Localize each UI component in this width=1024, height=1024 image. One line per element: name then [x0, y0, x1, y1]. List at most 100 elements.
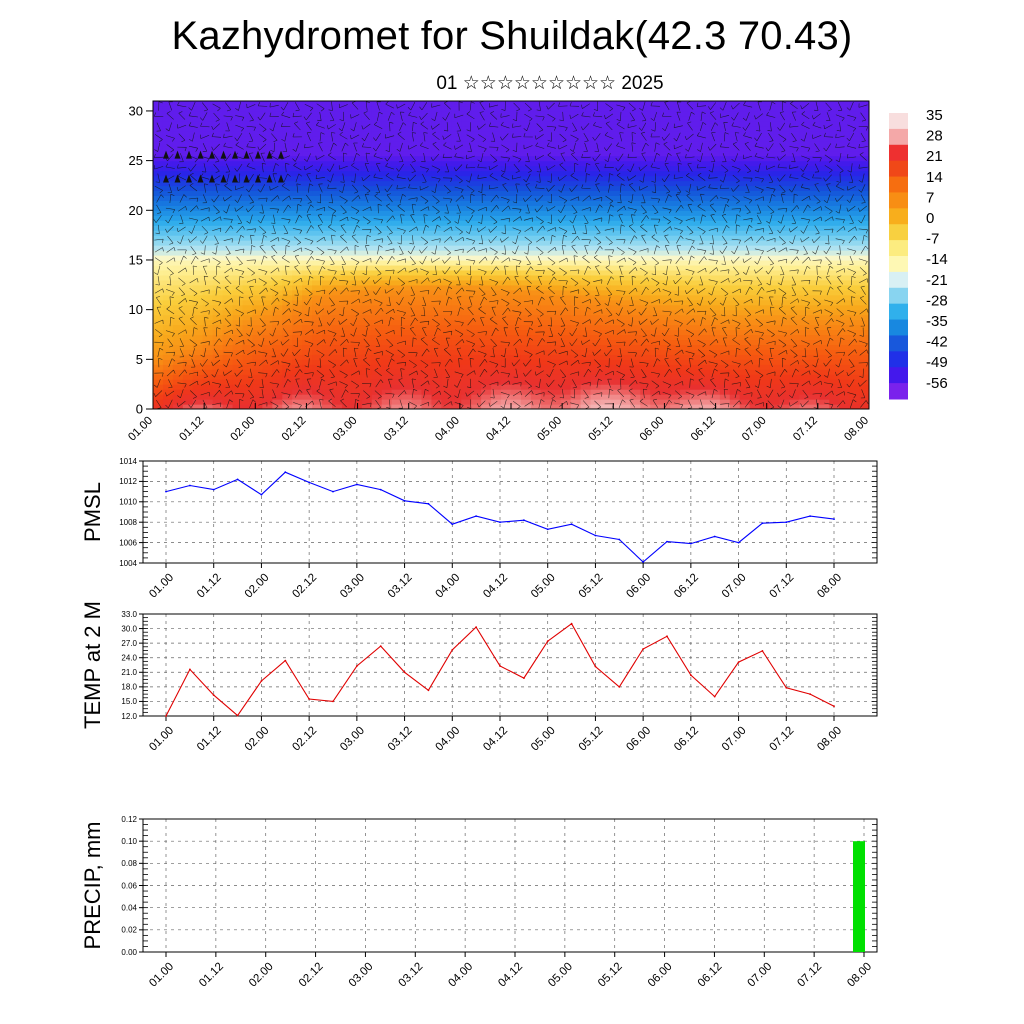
- temperature-cell: [491, 165, 502, 172]
- temperature-cell: [819, 225, 830, 231]
- temperature-cell: [600, 349, 612, 355]
- wind-barb: [339, 370, 348, 379]
- temperature-cell: [361, 394, 373, 400]
- temperature-cell: [371, 140, 383, 147]
- temperature-cell: [351, 379, 363, 385]
- temperature-cell: [650, 225, 661, 231]
- temperature-cell: [590, 140, 602, 147]
- temperature-cell: [242, 369, 254, 375]
- wind-barb: [306, 204, 314, 214]
- temperature-cell: [202, 110, 214, 117]
- temperature-cell: [481, 269, 492, 276]
- temperature-cell: [162, 389, 174, 395]
- wind-barb: [235, 317, 240, 327]
- temperature-cell: [441, 225, 452, 231]
- temperature-cell: [471, 140, 482, 147]
- temperature-cell: [540, 394, 552, 400]
- wind-barb: [225, 379, 230, 388]
- temperature-cell: [511, 170, 522, 177]
- temperature-cell: [660, 304, 671, 311]
- temperature-cell: [222, 195, 234, 201]
- wind-barb: [350, 217, 360, 224]
- temperature-cell: [550, 255, 562, 261]
- temperature-cell: [441, 250, 452, 256]
- temperature-cell: [560, 160, 572, 167]
- temperature-cell: [849, 299, 860, 306]
- temperature-cell: [610, 344, 621, 350]
- wind-barb: [317, 214, 324, 224]
- temperature-cell: [829, 279, 840, 286]
- temperature-cell: [431, 399, 442, 405]
- temperature-cell: [630, 190, 641, 196]
- wind-barb: [178, 267, 187, 274]
- temperature-cell: [789, 344, 800, 350]
- temperature-cell: [540, 115, 552, 122]
- temperature-cell: [292, 145, 303, 152]
- temperature-cell: [441, 240, 452, 246]
- temperature-cell: [182, 240, 194, 246]
- wind-barb: [155, 173, 160, 183]
- temperature-cell: [699, 274, 711, 281]
- temperature-cell: [371, 274, 383, 281]
- temperature-cell: [491, 289, 502, 296]
- temperature-cell: [431, 250, 442, 256]
- temperature-cell: [491, 255, 502, 261]
- temperature-cell: [829, 230, 840, 236]
- temperature-cell: [411, 125, 423, 132]
- wind-barb: [292, 133, 302, 138]
- temperature-cell: [520, 299, 532, 306]
- temperature-cell: [312, 319, 323, 326]
- temperature-cell: [153, 384, 164, 390]
- temperature-cell: [859, 349, 869, 355]
- temperature-cell: [590, 349, 602, 355]
- temperature-cell: [839, 105, 850, 112]
- temperature-cell: [192, 180, 204, 187]
- temperature-cell: [332, 150, 343, 157]
- temperature-cell: [749, 389, 761, 395]
- temperature-cell: [779, 175, 791, 182]
- wind-barb: [284, 368, 291, 378]
- temperature-cell: [739, 399, 751, 405]
- temperature-cell: [799, 140, 810, 147]
- temperature-cell: [719, 369, 731, 375]
- temperature-cell: [391, 165, 403, 172]
- wind-barb: [303, 297, 312, 306]
- temperature-cell: [570, 384, 582, 390]
- wind-barb: [271, 348, 276, 358]
- temperature-cell: [540, 329, 552, 336]
- temperature-cell: [729, 140, 741, 147]
- temperature-cell: [739, 289, 751, 296]
- temperature-cell: [580, 195, 592, 201]
- temperature-cell: [272, 284, 283, 291]
- temperature-cell: [162, 220, 174, 226]
- temperature-cell: [680, 145, 691, 152]
- wind-barb: [285, 265, 290, 275]
- temperature-cell: [332, 120, 343, 127]
- temperature-cell: [660, 284, 671, 291]
- temperature-cell: [709, 294, 721, 301]
- wind-barb: [341, 256, 346, 265]
- temperature-cell: [242, 349, 254, 355]
- temperature-cell: [471, 130, 482, 137]
- temperature-cell: [391, 140, 403, 147]
- temperature-cell: [162, 240, 174, 246]
- wind-barb: [188, 122, 198, 128]
- temperature-cell: [262, 105, 273, 112]
- temperature-cell: [302, 105, 313, 112]
- temperature-cell: [670, 170, 681, 177]
- temperature-cell: [391, 210, 403, 216]
- temperature-cell: [441, 120, 452, 127]
- temperature-cell: [660, 165, 671, 172]
- wind-barb: [189, 278, 199, 284]
- temperature-cell: [222, 384, 234, 390]
- temperature-cell: [610, 369, 621, 375]
- temperature-cell: [322, 324, 333, 331]
- temperature-cell: [570, 299, 582, 306]
- wind-barb: [246, 278, 256, 284]
- wind-barb: [293, 402, 302, 409]
- temperature-cell: [759, 309, 771, 316]
- temperature-cell: [252, 314, 263, 321]
- temperature-cell: [371, 304, 383, 311]
- temperature-cell: [630, 110, 641, 117]
- temperature-cell: [829, 250, 840, 256]
